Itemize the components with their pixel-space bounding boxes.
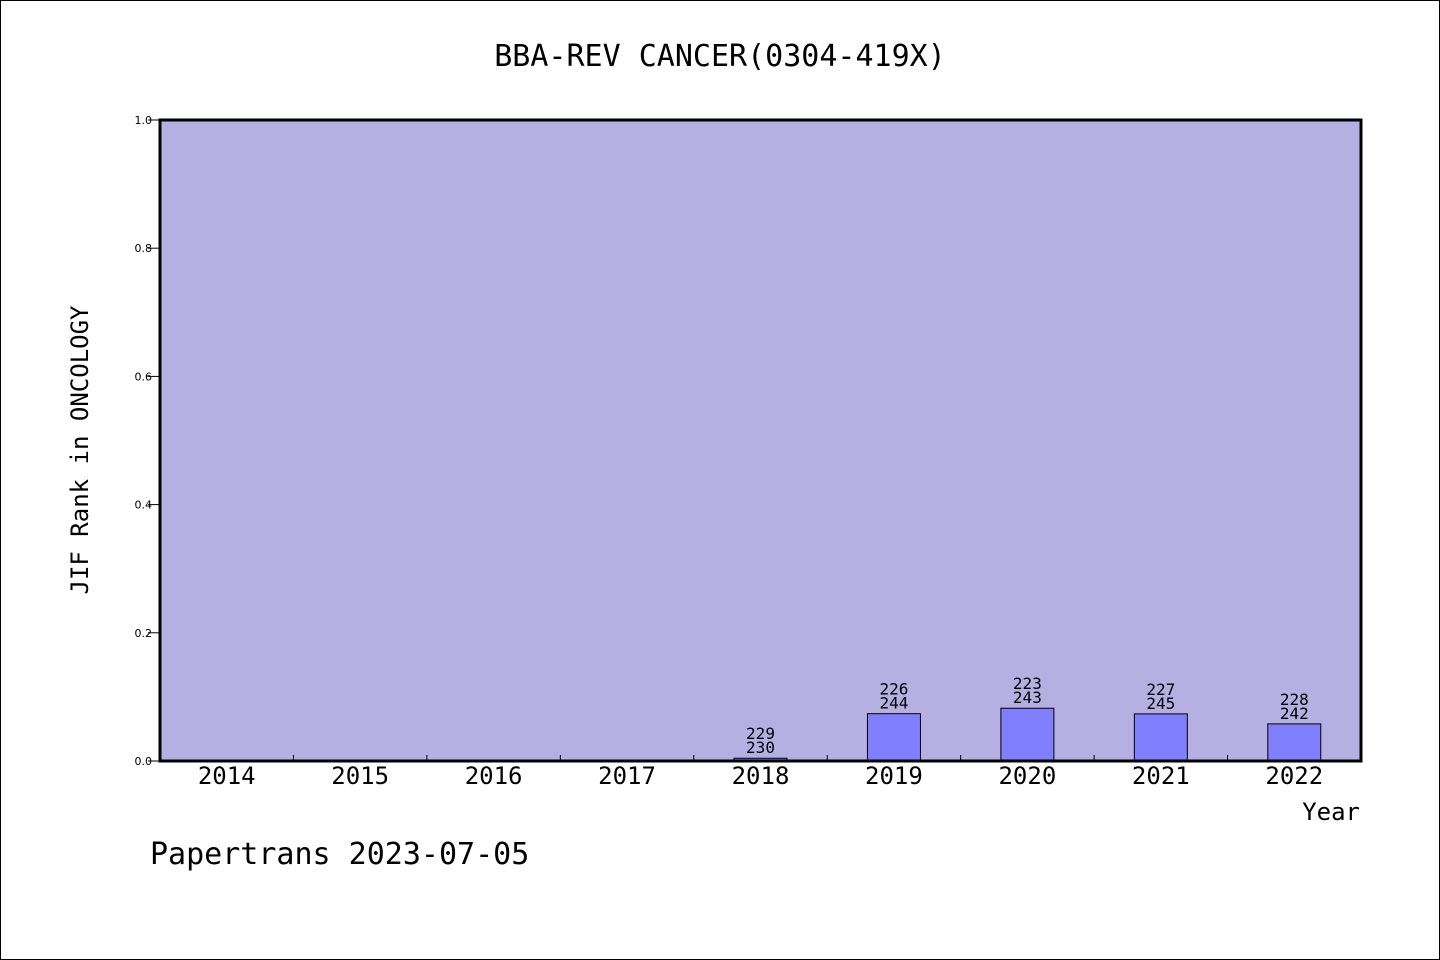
bar-total-label: 244 <box>879 694 908 713</box>
y-axis-label: JIF Rank in ONCOLOGY <box>66 305 94 595</box>
plot-border <box>158 118 1363 763</box>
x-tick-label: 2014 <box>198 762 256 790</box>
bar-total-label: 243 <box>1013 688 1042 707</box>
x-tick-label: 2019 <box>865 762 923 790</box>
bars-layer <box>733 707 1322 762</box>
x-tick-label: 2016 <box>465 762 523 790</box>
y-tick-label: 0.0 <box>135 755 153 768</box>
bar-total-label: 242 <box>1280 704 1309 723</box>
plot-area <box>160 120 1361 761</box>
bar-total-label: 245 <box>1146 694 1175 713</box>
bar-rank-label: 227 <box>1146 680 1175 699</box>
x-tick-label: 2015 <box>331 762 389 790</box>
x-tick-label: 2021 <box>1132 762 1190 790</box>
bar-rank-label: 228 <box>1280 690 1309 709</box>
chart-title: BBA-REV CANCER(0304-419X) <box>494 39 946 74</box>
bar-2021 <box>1133 713 1188 762</box>
y-tick-label: 1.0 <box>135 114 153 127</box>
x-tick-label: 2020 <box>998 762 1056 790</box>
x-tick-label: 2018 <box>732 762 790 790</box>
footer-text: Papertrans 2023-07-05 <box>150 837 529 872</box>
bar-rank-label: 226 <box>879 680 908 699</box>
y-tick-label: 0.2 <box>135 627 153 640</box>
y-tick-label: 0.4 <box>135 499 153 512</box>
bar-rank-label: 223 <box>1013 674 1042 693</box>
x-tick-label: 2022 <box>1265 762 1323 790</box>
y-tick-label: 0.8 <box>135 242 153 255</box>
bar-2019 <box>866 713 921 762</box>
labels-layer: 0.0 0.2 0.4 0.6 0.8 1.0 2014 2015 2016 2017 2018 22… <box>135 114 1324 790</box>
bar-2020 <box>1000 707 1055 762</box>
bar-total-label: 230 <box>746 738 775 757</box>
bar-rank-label: 229 <box>746 724 775 743</box>
y-tick-label: 0.6 <box>135 370 153 383</box>
bar-2022 <box>1267 723 1322 762</box>
x-tick-label: 2017 <box>598 762 656 790</box>
x-axis-label: Year <box>1302 798 1360 826</box>
